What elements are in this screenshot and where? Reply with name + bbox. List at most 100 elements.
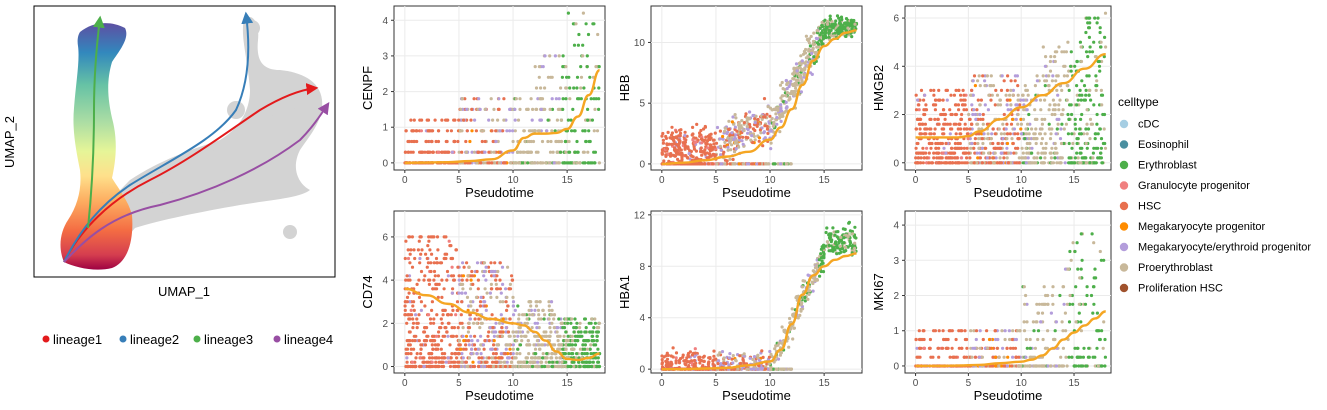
cell-point (1053, 112, 1057, 117)
cell-point (462, 265, 466, 269)
cell-point (592, 161, 596, 165)
cell-point (1041, 74, 1045, 78)
cell-point (952, 151, 956, 155)
points-HBB (660, 14, 859, 166)
cell-point (564, 347, 568, 351)
y-tick-label: 1 (382, 123, 388, 134)
cell-point (721, 137, 725, 141)
cell-point (815, 45, 819, 49)
cell-point (493, 347, 497, 351)
cell-point (481, 343, 486, 347)
cell-point (465, 295, 470, 299)
cell-point (434, 282, 438, 286)
cell-point (1097, 64, 1102, 68)
cell-point (757, 136, 762, 140)
cell-point (776, 162, 780, 166)
cell-point (980, 161, 985, 165)
cell-point (718, 129, 723, 133)
cell-point (1013, 161, 1017, 165)
cell-point (478, 300, 483, 304)
cell-point (937, 88, 941, 92)
cell-point (1092, 40, 1096, 44)
cell-point (1098, 127, 1102, 131)
cell-point (562, 161, 566, 165)
cell-point (450, 291, 454, 295)
cell-point (519, 334, 524, 338)
cell-point (1049, 55, 1053, 59)
cell-point (408, 278, 412, 282)
cell-point (433, 274, 437, 278)
cell-point (853, 241, 857, 245)
cell-point (572, 330, 576, 334)
cell-point (566, 11, 571, 15)
cell-point (506, 265, 510, 269)
cell-point (430, 352, 434, 356)
cell-point (428, 248, 432, 252)
cell-point (520, 339, 524, 343)
cell-point (444, 360, 448, 364)
cell-point (502, 118, 506, 122)
cell-point (407, 139, 411, 144)
cell-point (534, 304, 539, 308)
cell-point (995, 93, 1000, 97)
cell-point (766, 131, 770, 135)
cell-point (1085, 108, 1089, 112)
cell-point (405, 356, 409, 360)
y-axis-title: CENPF (360, 66, 375, 110)
trend-line-HMGB2 (915, 53, 1106, 139)
cell-point (766, 105, 770, 109)
cell-point (693, 162, 698, 166)
cell-point (831, 226, 835, 230)
cell-point (703, 152, 707, 156)
cell-point (748, 110, 752, 114)
cell-point (456, 265, 460, 269)
cell-point (430, 252, 434, 256)
lineage4-dot (273, 335, 281, 343)
cell-point (576, 334, 580, 338)
cell-point (1096, 132, 1100, 136)
cell-point (837, 21, 842, 25)
cell-point (830, 19, 834, 24)
cell-point (934, 98, 938, 102)
cell-point (526, 161, 530, 165)
cell-point (1004, 93, 1008, 97)
cell-point (517, 326, 521, 330)
cell-point (549, 139, 553, 144)
cell-point (960, 112, 964, 117)
cell-point (1043, 84, 1047, 88)
cell-point (978, 103, 982, 107)
cell-point (570, 343, 575, 347)
cell-point (1033, 84, 1037, 88)
y-tick-label: 0 (382, 362, 388, 373)
cell-point (574, 326, 579, 330)
y-tick-label: 0 (893, 158, 899, 169)
cell-point (745, 125, 749, 129)
cell-point (473, 334, 477, 338)
cell-point (577, 32, 581, 37)
cell-point (991, 84, 996, 88)
cell-point (734, 133, 738, 137)
cell-point (584, 364, 588, 369)
cell-point (706, 146, 710, 150)
cell-point (799, 54, 803, 58)
cell-point (660, 148, 665, 152)
cell-point (988, 84, 992, 88)
cell-point (479, 161, 483, 165)
cell-point (699, 149, 703, 153)
cell-point (476, 150, 481, 154)
cell-point (526, 107, 530, 111)
cell-point (695, 156, 699, 160)
cell-point (440, 295, 444, 299)
cell-point (674, 356, 678, 360)
cell-point (1058, 137, 1063, 141)
cell-point (989, 98, 993, 102)
cell-point (564, 343, 568, 347)
cell-point (1067, 69, 1071, 73)
cell-point (914, 146, 918, 150)
cell-point (498, 278, 502, 282)
cell-point (953, 156, 957, 160)
cell-point (570, 334, 574, 338)
cell-point (763, 124, 767, 128)
cell-point (502, 360, 506, 364)
cell-point (975, 161, 979, 165)
